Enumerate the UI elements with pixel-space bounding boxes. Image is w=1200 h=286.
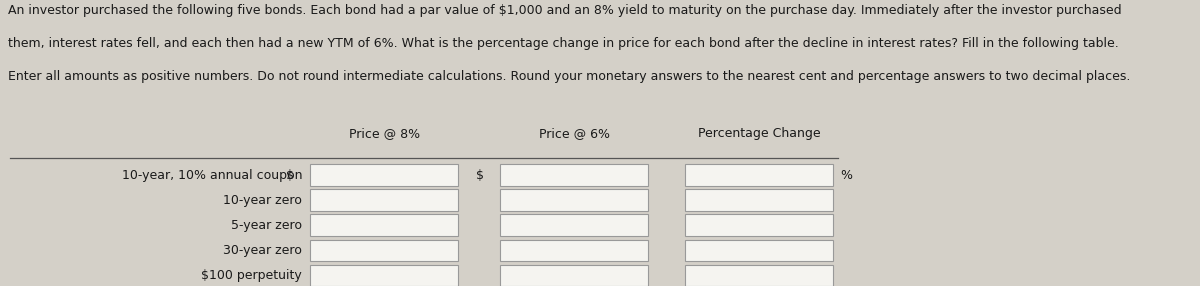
- Text: $: $: [286, 168, 294, 182]
- Text: Price @ 6%: Price @ 6%: [539, 127, 610, 140]
- Text: 30-year zero: 30-year zero: [223, 244, 302, 257]
- FancyBboxPatch shape: [310, 265, 458, 286]
- Text: Percentage Change: Percentage Change: [698, 127, 821, 140]
- FancyBboxPatch shape: [500, 164, 648, 186]
- Text: Enter all amounts as positive numbers. Do not round intermediate calculations. R: Enter all amounts as positive numbers. D…: [8, 70, 1130, 83]
- FancyBboxPatch shape: [500, 214, 648, 236]
- Text: them, interest rates fell, and each then had a new YTM of 6%. What is the percen: them, interest rates fell, and each then…: [8, 37, 1118, 50]
- Text: 10-year zero: 10-year zero: [223, 194, 302, 207]
- FancyBboxPatch shape: [685, 189, 833, 211]
- Text: Price @ 8%: Price @ 8%: [348, 127, 420, 140]
- FancyBboxPatch shape: [310, 164, 458, 186]
- Text: $100 perpetuity: $100 perpetuity: [202, 269, 302, 282]
- Text: 5-year zero: 5-year zero: [232, 219, 302, 232]
- FancyBboxPatch shape: [685, 239, 833, 261]
- Text: 10-year, 10% annual coupon: 10-year, 10% annual coupon: [121, 168, 302, 182]
- FancyBboxPatch shape: [310, 214, 458, 236]
- FancyBboxPatch shape: [685, 164, 833, 186]
- FancyBboxPatch shape: [500, 265, 648, 286]
- Text: %: %: [840, 168, 852, 182]
- FancyBboxPatch shape: [685, 265, 833, 286]
- FancyBboxPatch shape: [500, 239, 648, 261]
- FancyBboxPatch shape: [500, 189, 648, 211]
- Text: $: $: [476, 168, 484, 182]
- FancyBboxPatch shape: [310, 189, 458, 211]
- Text: An investor purchased the following five bonds. Each bond had a par value of $1,: An investor purchased the following five…: [8, 4, 1122, 17]
- FancyBboxPatch shape: [310, 239, 458, 261]
- FancyBboxPatch shape: [685, 214, 833, 236]
